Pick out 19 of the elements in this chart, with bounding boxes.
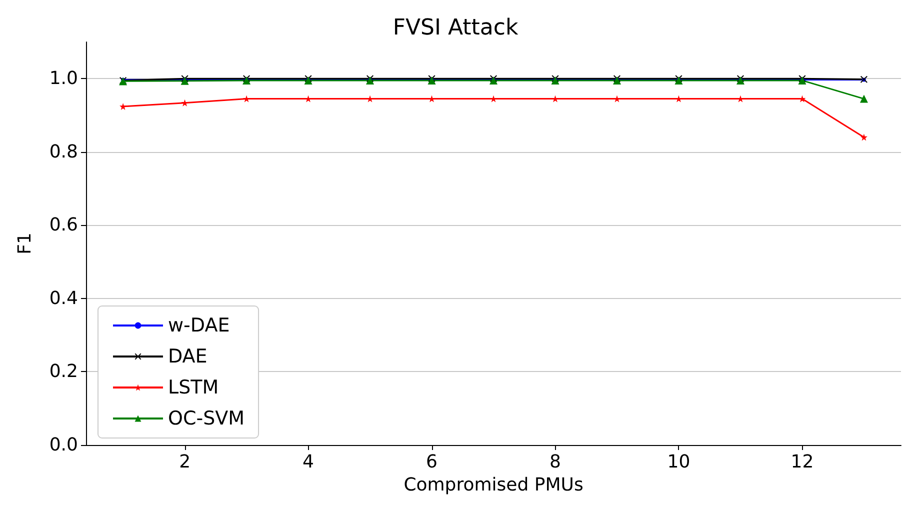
x-tick-label: 12 [790,452,814,472]
y-axis-title: F1 [14,232,36,254]
x-tick-label: 6 [426,452,438,472]
x-tick-label: 10 [667,452,690,472]
legend-label: DAE [168,346,208,368]
x-tick-label: 4 [302,452,314,472]
y-tick-label: 0.6 [49,214,78,236]
legend-label: w-DAE [168,314,230,336]
y-tick-label: 0.4 [49,288,78,309]
y-tick-label: 0.0 [49,434,78,456]
y-tick-label: 1.0 [49,68,78,90]
legend-label: LSTM [168,376,219,398]
legend-label: OC-SVM [168,408,245,430]
y-tick-label: 0.8 [49,141,78,162]
y-tick-label: 0.2 [49,361,78,382]
x-tick-label: 2 [179,452,191,472]
chart-title: FVSI Attack [392,16,518,40]
x-axis-title: Compromised PMUs [404,474,584,496]
x-tick-label: 8 [550,452,561,472]
